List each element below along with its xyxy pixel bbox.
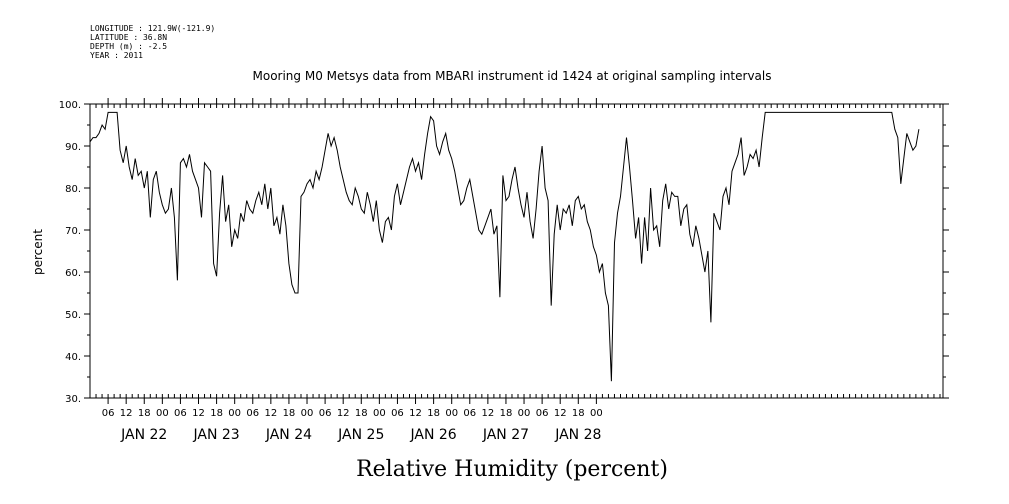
plot-area: 06 12 18 00 06 12 18 00 06 12 18 00 06 12 18 00 06 12 18 00… (59, 98, 949, 443)
y-tick-label: 90. (65, 142, 81, 153)
x-tick-label: 06 (391, 408, 404, 419)
x-day-label: JAN 22 (120, 427, 167, 443)
x-tick-label: 00 (228, 408, 241, 419)
x-tick-label: 12 (264, 408, 277, 419)
x-tick-label: 18 (138, 408, 151, 419)
x-tick-label: 06 (102, 408, 115, 419)
y-axis-label: percent (31, 229, 45, 275)
x-tick-label: 00 (301, 408, 314, 419)
x-tick-label: 18 (210, 408, 223, 419)
x-day-label: JAN 27 (482, 427, 529, 443)
x-tick-label: 06 (174, 408, 187, 419)
x-tick-label: 12 (409, 408, 422, 419)
chart-title: Mooring M0 Metsys data from MBARI instru… (253, 69, 772, 83)
x-tick-label: 12 (192, 408, 205, 419)
header-depth: DEPTH (m) : -2.5 (90, 42, 167, 51)
y-tick-label: 30. (65, 394, 81, 405)
x-tick-label: 18 (427, 408, 440, 419)
x-tick-label: 00 (445, 408, 458, 419)
humidity-series-line (89, 111, 920, 382)
x-day-label: JAN 25 (337, 427, 384, 443)
x-tick-label: 06 (536, 408, 549, 419)
x-axis-label: Relative Humidity (percent) (356, 457, 668, 482)
x-day-label: JAN 28 (554, 427, 601, 443)
x-tick-label: 12 (554, 408, 567, 419)
y-tick-label: 50. (65, 310, 81, 321)
x-tick-label: 06 (463, 408, 476, 419)
header-block: LONGITUDE : 121.9W(-121.9) LATITUDE : 36… (90, 24, 215, 60)
x-tick-label: 00 (590, 408, 603, 419)
x-tick-label: 18 (283, 408, 296, 419)
x-tick-label: 00 (518, 408, 531, 419)
y-tick-label: 40. (65, 352, 81, 363)
x-tick-label: 18 (500, 408, 513, 419)
header-latitude: LATITUDE : 36.8N (90, 33, 167, 42)
header-year: YEAR : 2011 (90, 51, 143, 60)
x-tick-label: 06 (246, 408, 259, 419)
x-tick-label: 06 (319, 408, 332, 419)
x-day-label: JAN 26 (410, 427, 457, 443)
x-tick-label: 00 (156, 408, 169, 419)
x-tick-label: 18 (355, 408, 368, 419)
x-tick-label: 12 (481, 408, 494, 419)
y-tick-label: 80. (65, 184, 81, 195)
y-tick-label: 70. (65, 226, 81, 237)
y-tick-label: 100. (59, 100, 81, 111)
header-longitude: LONGITUDE : 121.9W(-121.9) (90, 24, 215, 33)
x-tick-label: 12 (120, 408, 133, 419)
x-tick-label: 00 (373, 408, 386, 419)
x-day-label: JAN 24 (265, 427, 312, 443)
y-tick-label: 60. (65, 268, 81, 279)
x-tick-label: 12 (337, 408, 350, 419)
x-day-label: JAN 23 (192, 427, 239, 443)
x-tick-label: 18 (572, 408, 585, 419)
